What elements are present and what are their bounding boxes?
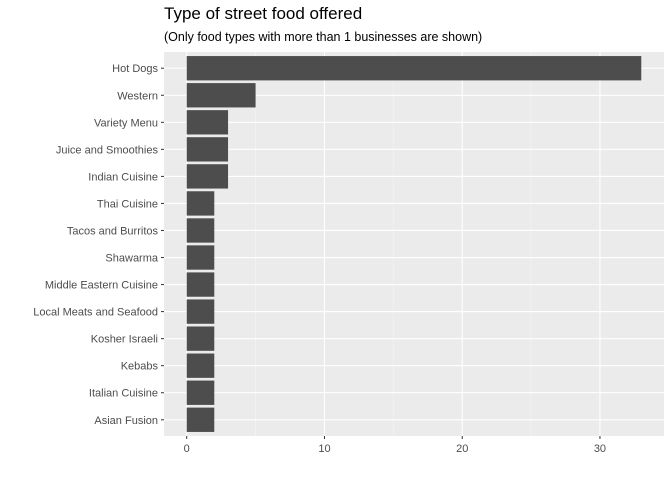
bar	[186, 218, 215, 243]
chart-subtitle: (Only food types with more than 1 busine…	[164, 30, 483, 44]
bar	[186, 191, 215, 216]
y-tick-label: Local Meats and Seafood	[33, 307, 158, 319]
bar	[186, 353, 215, 378]
y-tick-label: Kosher Israeli	[91, 334, 158, 346]
bar	[186, 137, 229, 162]
bar	[186, 83, 256, 108]
y-tick-label: Italian Cuisine	[89, 388, 158, 400]
bars	[186, 56, 642, 432]
x-tick-label: 10	[318, 443, 330, 455]
plot-panel	[164, 52, 664, 436]
bar	[186, 272, 215, 297]
bar	[186, 164, 229, 189]
bar	[186, 56, 642, 81]
y-tick-label: Kebabs	[121, 361, 159, 373]
bar	[186, 110, 229, 135]
y-tick-label: Juice and Smoothies	[56, 144, 159, 156]
y-tick-label: Asian Fusion	[94, 415, 158, 427]
x-axis: 0 10 20 30	[184, 436, 606, 455]
y-tick-label: Indian Cuisine	[88, 171, 158, 183]
y-tick-label: Shawarma	[105, 253, 158, 265]
y-tick-label: Variety Menu	[94, 117, 158, 129]
bar	[186, 407, 215, 432]
x-tick-label: 20	[456, 443, 468, 455]
bar	[186, 245, 215, 270]
bar	[186, 326, 215, 351]
y-tick-label: Middle Eastern Cuisine	[45, 280, 158, 292]
y-tick-label: Hot Dogs	[112, 63, 158, 75]
y-tick-label: Thai Cuisine	[97, 198, 158, 210]
y-axis: Hot Dogs Western Variety Menu Juice and Smo…	[33, 63, 164, 427]
x-tick-label: 30	[594, 443, 606, 455]
x-tick-label: 0	[184, 443, 190, 455]
y-tick-label: Tacos and Burritos	[67, 225, 159, 237]
y-tick-label: Western	[117, 90, 158, 102]
bar	[186, 299, 215, 324]
chart-title: Type of street food offered	[164, 4, 363, 23]
bar	[186, 380, 215, 405]
